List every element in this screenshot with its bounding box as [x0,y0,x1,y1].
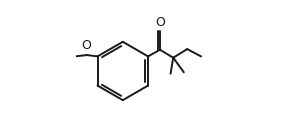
Text: O: O [81,39,91,52]
Text: O: O [155,16,165,29]
